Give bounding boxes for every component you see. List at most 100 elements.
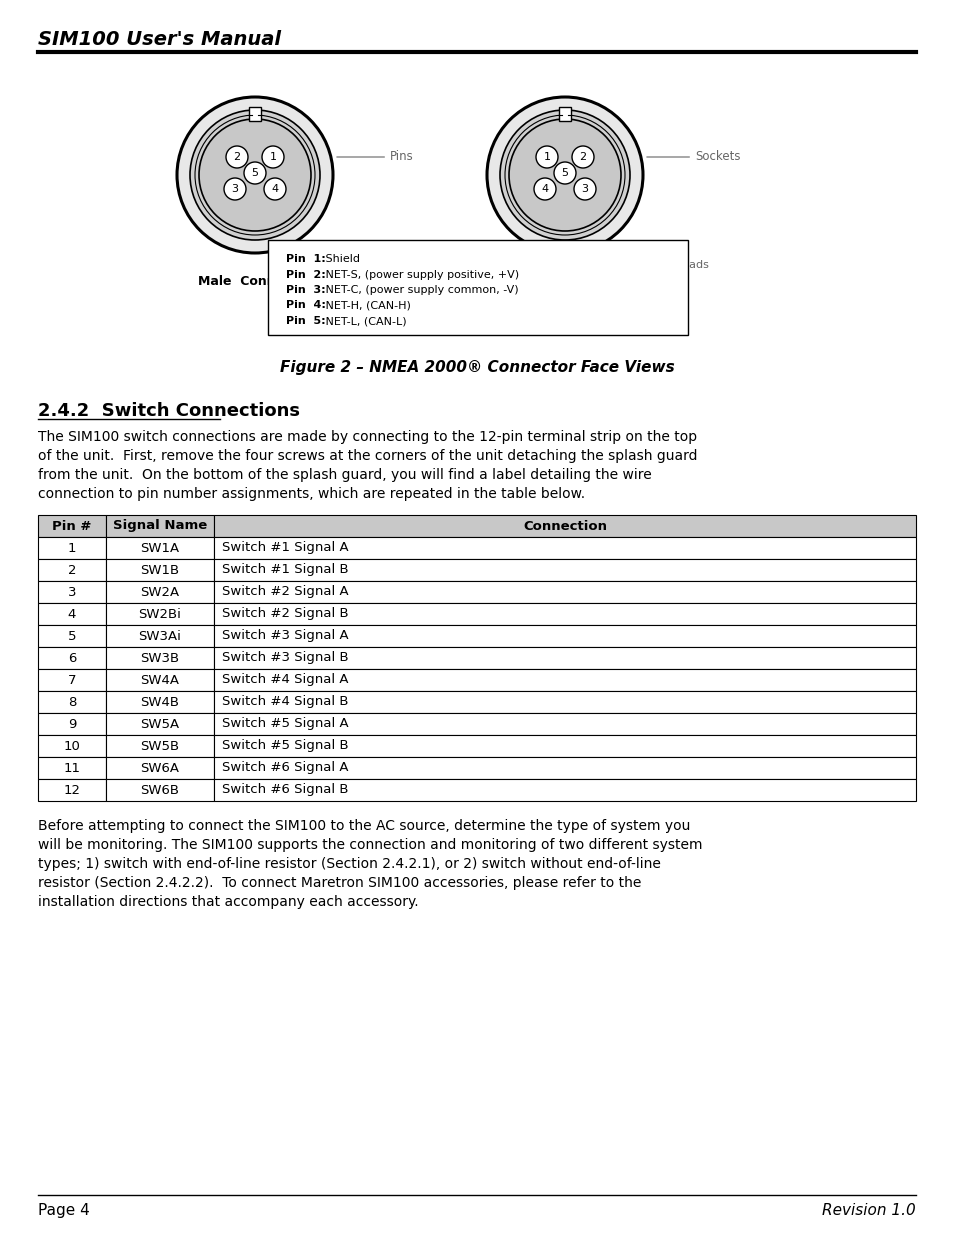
Text: 3: 3 bbox=[581, 184, 588, 194]
Text: Pin  4:: Pin 4: bbox=[286, 300, 326, 310]
Text: 4: 4 bbox=[541, 184, 548, 194]
Bar bbox=[38, 559, 106, 580]
Bar bbox=[38, 757, 106, 779]
Text: Revision 1.0: Revision 1.0 bbox=[821, 1203, 915, 1218]
Bar bbox=[38, 713, 106, 735]
Bar bbox=[213, 669, 915, 692]
Text: NET-C, (power supply common, -V): NET-C, (power supply common, -V) bbox=[322, 285, 518, 295]
Bar bbox=[213, 580, 915, 603]
Text: 5: 5 bbox=[252, 168, 258, 178]
Text: Switch #1 Signal B: Switch #1 Signal B bbox=[222, 563, 348, 577]
Text: types; 1) switch with end-of-line resistor (Section 2.4.2.1), or 2) switch witho: types; 1) switch with end-of-line resist… bbox=[38, 857, 660, 871]
Text: Switch #4 Signal A: Switch #4 Signal A bbox=[222, 673, 348, 687]
Circle shape bbox=[486, 98, 642, 253]
Text: connection to pin number assignments, which are repeated in the table below.: connection to pin number assignments, wh… bbox=[38, 487, 584, 501]
Circle shape bbox=[499, 110, 629, 240]
Text: 5: 5 bbox=[561, 168, 568, 178]
Circle shape bbox=[177, 98, 333, 253]
Text: SW1B: SW1B bbox=[140, 563, 179, 577]
Bar bbox=[106, 625, 213, 647]
Text: NET-S, (power supply positive, +V): NET-S, (power supply positive, +V) bbox=[322, 269, 519, 279]
Bar bbox=[213, 779, 915, 802]
Text: Connector Threads: Connector Threads bbox=[602, 248, 708, 270]
Circle shape bbox=[190, 110, 319, 240]
Text: Switch #6 Signal B: Switch #6 Signal B bbox=[222, 783, 348, 797]
Bar bbox=[106, 647, 213, 669]
Bar bbox=[213, 603, 915, 625]
Circle shape bbox=[534, 178, 556, 200]
Text: 2.4.2  Switch Connections: 2.4.2 Switch Connections bbox=[38, 403, 299, 420]
Bar bbox=[213, 735, 915, 757]
Text: 4: 4 bbox=[68, 608, 76, 620]
Bar bbox=[249, 107, 261, 121]
Text: 12: 12 bbox=[64, 783, 80, 797]
Bar bbox=[106, 757, 213, 779]
Text: SW3B: SW3B bbox=[140, 652, 179, 664]
Bar bbox=[213, 757, 915, 779]
Circle shape bbox=[264, 178, 286, 200]
Circle shape bbox=[199, 119, 311, 231]
Text: Pin  1:: Pin 1: bbox=[286, 254, 325, 264]
Text: 7: 7 bbox=[68, 673, 76, 687]
Bar bbox=[268, 240, 687, 335]
Text: SW3Ai: SW3Ai bbox=[138, 630, 181, 642]
Circle shape bbox=[509, 119, 620, 231]
Text: SW4B: SW4B bbox=[140, 695, 179, 709]
Bar bbox=[38, 625, 106, 647]
Text: 1: 1 bbox=[543, 152, 550, 162]
Bar bbox=[106, 735, 213, 757]
Text: Shield: Shield bbox=[322, 254, 360, 264]
Text: Male  Connector: Male Connector bbox=[198, 275, 312, 288]
Bar bbox=[106, 515, 213, 537]
Text: SW5A: SW5A bbox=[140, 718, 179, 730]
Bar bbox=[38, 515, 106, 537]
Bar bbox=[106, 692, 213, 713]
Bar bbox=[213, 713, 915, 735]
Bar bbox=[213, 625, 915, 647]
Circle shape bbox=[244, 162, 266, 184]
Text: SW6A: SW6A bbox=[140, 762, 179, 774]
Text: 1: 1 bbox=[269, 152, 276, 162]
Text: 1: 1 bbox=[68, 541, 76, 555]
Text: resistor (Section 2.4.2.2).  To connect Maretron SIM100 accessories, please refe: resistor (Section 2.4.2.2). To connect M… bbox=[38, 876, 640, 890]
Bar bbox=[213, 647, 915, 669]
Text: Sockets: Sockets bbox=[646, 151, 740, 163]
Text: installation directions that accompany each accessory.: installation directions that accompany e… bbox=[38, 895, 418, 909]
Text: NET-H, (CAN-H): NET-H, (CAN-H) bbox=[322, 300, 411, 310]
Text: Pin  2:: Pin 2: bbox=[286, 269, 325, 279]
Text: 2: 2 bbox=[68, 563, 76, 577]
Text: Pin #: Pin # bbox=[52, 520, 91, 532]
Text: 3: 3 bbox=[68, 585, 76, 599]
Circle shape bbox=[536, 146, 558, 168]
Text: 2: 2 bbox=[233, 152, 240, 162]
Text: 9: 9 bbox=[68, 718, 76, 730]
Text: Page 4: Page 4 bbox=[38, 1203, 90, 1218]
Bar bbox=[106, 580, 213, 603]
Text: SW1A: SW1A bbox=[140, 541, 179, 555]
Bar bbox=[213, 537, 915, 559]
Text: SW2A: SW2A bbox=[140, 585, 179, 599]
Text: will be monitoring. The SIM100 supports the connection and monitoring of two dif: will be monitoring. The SIM100 supports … bbox=[38, 839, 701, 852]
Text: Signal Name: Signal Name bbox=[112, 520, 207, 532]
Text: 8: 8 bbox=[68, 695, 76, 709]
Circle shape bbox=[262, 146, 284, 168]
Bar bbox=[38, 603, 106, 625]
Bar bbox=[106, 537, 213, 559]
Text: 10: 10 bbox=[64, 740, 80, 752]
Bar bbox=[38, 580, 106, 603]
Text: The SIM100 switch connections are made by connecting to the 12-pin terminal stri: The SIM100 switch connections are made b… bbox=[38, 430, 697, 445]
Text: SW6B: SW6B bbox=[140, 783, 179, 797]
Text: NET-L, (CAN-L): NET-L, (CAN-L) bbox=[322, 316, 407, 326]
Text: SW4A: SW4A bbox=[140, 673, 179, 687]
Text: from the unit.  On the bottom of the splash guard, you will find a label detaili: from the unit. On the bottom of the spla… bbox=[38, 468, 651, 482]
Text: Connection: Connection bbox=[522, 520, 606, 532]
Text: Connector Threads: Connector Threads bbox=[297, 248, 416, 270]
Text: Before attempting to connect the SIM100 to the AC source, determine the type of : Before attempting to connect the SIM100 … bbox=[38, 819, 690, 832]
Text: SW2Bi: SW2Bi bbox=[138, 608, 181, 620]
Bar bbox=[106, 559, 213, 580]
Bar bbox=[38, 537, 106, 559]
Bar bbox=[106, 713, 213, 735]
Bar bbox=[38, 647, 106, 669]
Circle shape bbox=[554, 162, 576, 184]
Text: Figure 2 – NMEA 2000® Connector Face Views: Figure 2 – NMEA 2000® Connector Face Vie… bbox=[279, 359, 674, 375]
